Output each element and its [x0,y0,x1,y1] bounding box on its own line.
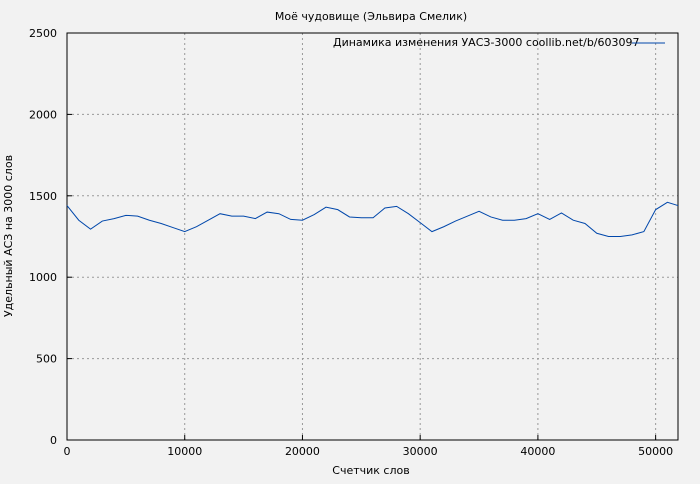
y-tick-label: 0 [50,434,57,447]
y-tick-label: 2500 [29,27,57,40]
legend-label: Динамика изменения УАСЗ-3000 coollib.net… [333,36,640,49]
x-tick-label: 50000 [638,445,673,458]
plot-frame [66,32,679,441]
y-tick-label: 2000 [29,108,57,121]
y-tick-label: 500 [36,353,57,366]
series-line [66,201,679,237]
y-tick-label: 1500 [29,190,57,203]
y-tick-label: 1000 [29,271,57,284]
x-tick-label: 0 [64,445,71,458]
x-tick-label: 20000 [285,445,320,458]
x-tick-label: 40000 [520,445,555,458]
x-tick-label: 30000 [403,445,438,458]
chart-title: Моё чудовище (Эльвира Смелик) [275,10,467,23]
x-tick-label: 10000 [167,445,202,458]
axis-ticks: 0 10000 20000 30000 40000 50000 0 500 1000 1500 20… [29,27,673,458]
x-axis-label: Счетчик слов [332,464,409,477]
grid [67,33,678,440]
y-axis-label: Удельный АСЗ на 3000 слов [2,155,15,317]
